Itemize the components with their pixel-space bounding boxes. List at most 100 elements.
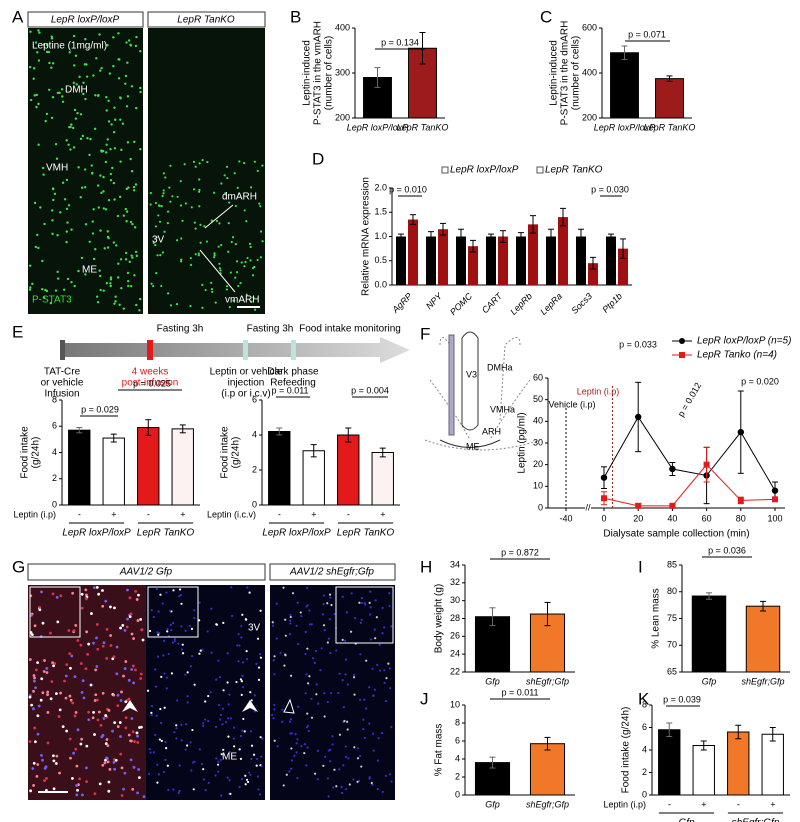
cell-dot [41,691,45,695]
y-axis-label: (number of cells) [324,36,335,110]
cell-dot [124,700,128,704]
cell-dot [113,147,117,150]
x-tick-label: 100 [767,513,782,523]
cell-dot [327,795,330,798]
cell-dot [155,236,158,239]
cell-dot [245,650,248,653]
cell-dot [253,265,256,269]
cell-dot [330,603,333,607]
cell-dot [198,748,201,751]
cell-dot [152,751,155,754]
panel-letter: K [638,689,650,708]
y-tick-label: 2.0 [374,182,387,192]
cell-dot [248,591,251,594]
cell-dot [51,219,54,222]
x-tick-label: LepR TanKO [644,122,696,132]
cell-dot [101,644,105,648]
cell-dot [384,774,388,777]
cell-dot [300,614,303,618]
cell-dot [130,739,133,743]
cell-dot [118,58,121,61]
cell-dot [217,245,220,248]
cell-dot [180,258,183,261]
cell-dot [65,230,68,233]
cell-dot [204,718,207,721]
cell-dot [180,237,183,240]
bar [456,236,466,285]
cell-dot [180,625,183,628]
bar [655,78,684,119]
cell-dot [225,165,229,168]
cell-dot [113,198,116,201]
cell-dot [127,284,130,288]
cell-dot [61,725,65,729]
cell-dot [32,784,35,787]
cell-dot [74,54,78,57]
cell-dot [107,780,111,784]
cell-dot [261,164,264,167]
cell-dot [246,780,250,784]
probe [448,334,455,436]
cell-dot [165,747,168,750]
y-tick-label: 8 [455,717,460,727]
arrowhead [242,700,258,712]
cell-dot [284,634,287,637]
cell-dot [315,683,318,686]
y-tick-label: 0.5 [374,255,387,265]
cell-dot [155,714,158,717]
timeline-arrow [62,337,410,363]
cell-dot [162,654,165,657]
p-value: p = 0.872 [501,547,539,557]
cell-dot [250,744,254,747]
timeline-label: or vehicle [41,378,84,389]
cell-dot [352,673,356,676]
cell-dot [359,653,362,656]
cell-dot [378,643,381,646]
p-value: p = 0.025 [133,378,171,388]
cell-dot [233,172,236,175]
cell-dot [109,179,113,182]
cell-dot [117,262,120,265]
cell-dot [360,596,364,600]
cell-dot [150,713,153,717]
cell-dot [124,258,128,261]
cell-dot [168,186,171,189]
cell-dot [224,721,228,724]
cell-dot [112,181,116,185]
cell-dot [73,714,77,718]
cell-dot [295,624,298,627]
cell-dot [43,222,46,226]
cell-dot [98,269,101,272]
bar [529,743,566,796]
cell-dot [77,269,80,273]
cell-dot [112,64,115,68]
cell-dot [125,220,128,223]
cell-dot [116,704,120,708]
y-tick-label: 10 [450,699,460,709]
marker [669,465,676,473]
y-axis-label: Food intake [220,426,231,479]
cell-dot [130,254,133,257]
y-tick-label: 60 [533,372,543,382]
cell-dot [362,727,365,731]
cell-dot [45,289,49,293]
cell-dot [327,637,330,640]
pointer [204,204,234,229]
cell-dot [75,83,78,86]
cell-dot [254,308,257,311]
cell-dot [150,711,153,714]
cell-dot [157,214,160,217]
cell-dot [233,726,236,729]
cell-dot [85,744,89,748]
cell-dot [279,651,282,655]
cell-dot [86,137,89,140]
cell-dot [343,719,346,723]
header-box [27,11,144,28]
cell-dot [181,643,184,646]
annotation: Leptin (i.p) [577,386,620,396]
cell-dot [244,783,247,786]
cell-dot [73,108,77,112]
cell-dot [310,623,313,626]
cell-dot [300,745,303,748]
cell-dot [320,647,323,650]
